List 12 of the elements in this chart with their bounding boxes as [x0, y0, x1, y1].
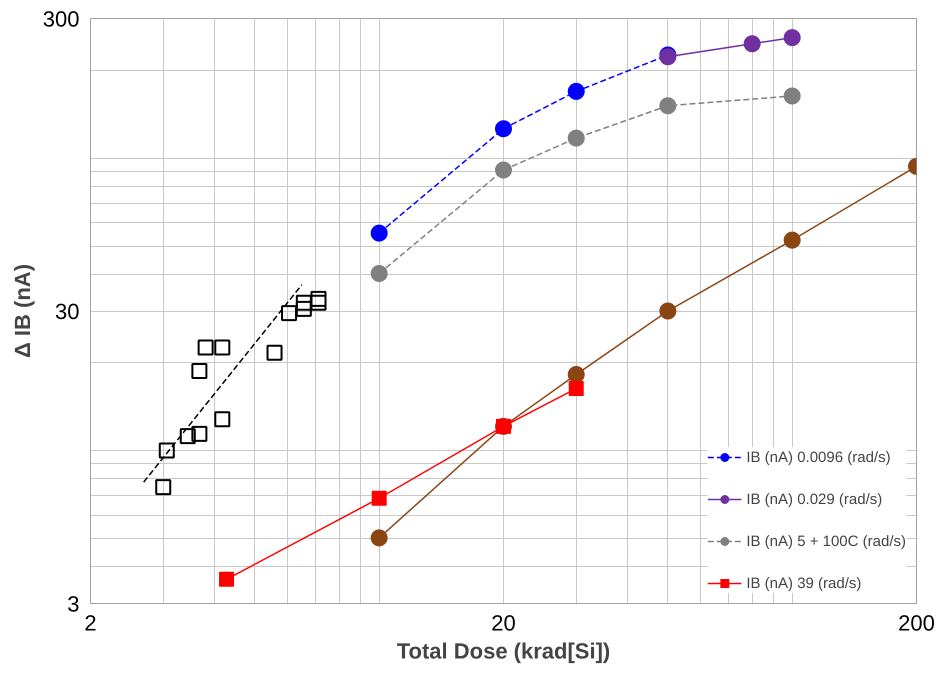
- x-axis-title: Total Dose (krad[Si]): [396, 638, 610, 664]
- legend-label: IB (nA) 39 (rad/s): [746, 574, 862, 592]
- x-tick-label: 2: [84, 610, 97, 636]
- legend-label: IB (nA) 0.029 (rad/s): [746, 490, 882, 508]
- y-tick-label: 3: [67, 592, 80, 616]
- y-tick-label: 300: [42, 6, 80, 32]
- legend-label: IB (nA) 5 + 100C (rad/s): [746, 532, 906, 550]
- x-tick-label: 20: [491, 610, 516, 636]
- legend-label: IB (nA) 0.0096 (rad/s): [746, 448, 891, 466]
- x-tick-label: 200: [898, 610, 935, 636]
- y-axis-title: Δ IB (nA): [10, 264, 35, 358]
- y-tick-label: 30: [55, 299, 80, 324]
